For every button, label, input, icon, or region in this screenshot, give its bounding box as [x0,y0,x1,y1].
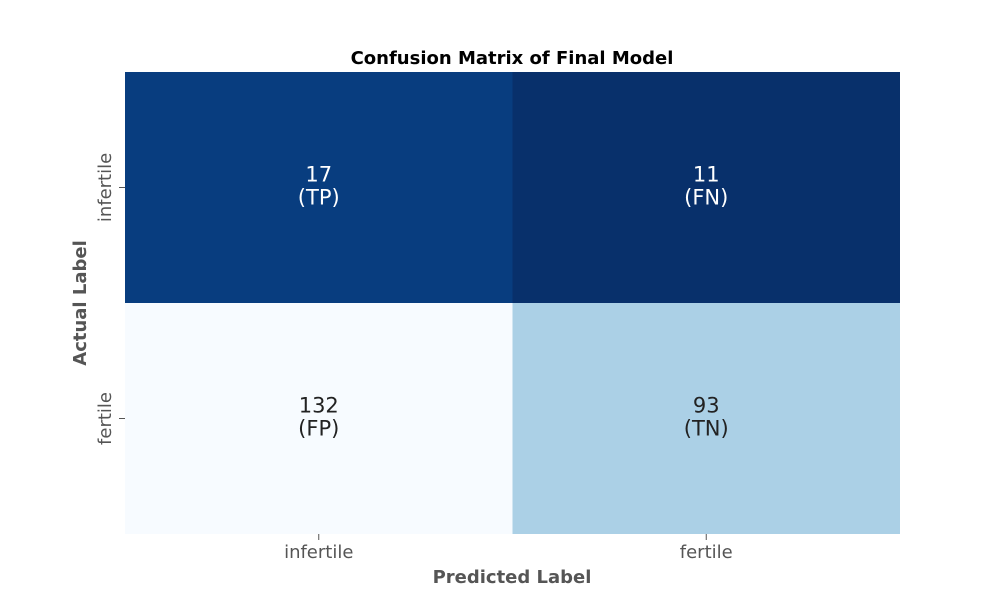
cell-value-0-1: 11 [693,163,720,187]
x-axis-label: Predicted Label [433,567,592,588]
heatmap-cell-0-1 [512,72,900,303]
cell-annotation-0-1: (FN) [684,186,728,210]
heatmap-cells: 17(TP) 11(FN) 132(FP) 93(TN) [125,72,900,534]
cell-annotation-0-0: (TP) [298,186,340,210]
cell-value-0-0: 17 [305,163,332,187]
y-tick-label-0: infertile [95,153,116,222]
cell-annotation-1-1: (TN) [684,417,729,441]
cell-value-1-1: 93 [693,394,720,418]
x-tick-label-1: fertile [680,542,733,563]
heatmap-cell-0-0 [125,72,513,303]
cell-annotation-1-0: (FP) [298,417,339,441]
chart-title: Confusion Matrix of Final Model [351,48,674,69]
heatmap-cell-1-0 [125,303,513,534]
heatmap-cell-1-1 [512,303,900,534]
cell-value-1-0: 132 [299,394,339,418]
y-tick-label-1: fertile [95,392,116,445]
axis-ticks: infertile fertile infertile fertile [95,153,733,563]
x-tick-label-0: infertile [284,542,353,563]
y-axis-label: Actual Label [70,240,91,365]
